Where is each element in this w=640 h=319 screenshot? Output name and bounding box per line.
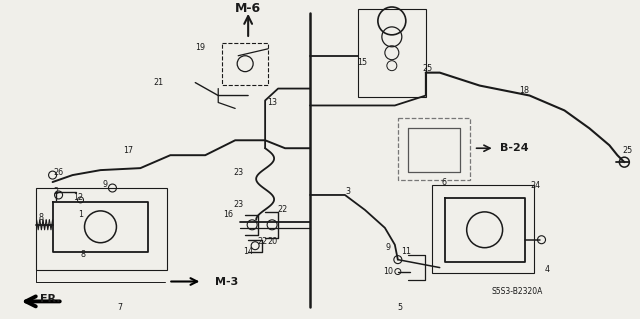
Text: 22: 22 bbox=[257, 237, 268, 246]
Text: 25: 25 bbox=[422, 64, 433, 73]
Text: 23: 23 bbox=[233, 167, 243, 177]
Text: 6: 6 bbox=[441, 178, 446, 187]
Text: 26: 26 bbox=[54, 167, 63, 177]
Text: 24: 24 bbox=[531, 181, 541, 189]
Text: 22: 22 bbox=[277, 205, 287, 214]
Bar bbox=[398, 118, 470, 180]
Text: 13: 13 bbox=[267, 98, 277, 107]
Bar bbox=[36, 188, 167, 270]
Text: 9: 9 bbox=[103, 180, 108, 189]
Text: 15: 15 bbox=[357, 58, 367, 67]
Text: 16: 16 bbox=[223, 210, 233, 219]
Text: 19: 19 bbox=[195, 43, 205, 52]
Text: B-24: B-24 bbox=[500, 143, 528, 153]
Text: 8: 8 bbox=[80, 250, 85, 259]
Text: 4: 4 bbox=[545, 265, 550, 274]
Text: M-3: M-3 bbox=[215, 277, 239, 286]
Text: M-6: M-6 bbox=[235, 3, 261, 16]
Text: 10: 10 bbox=[383, 267, 393, 276]
Text: 2: 2 bbox=[53, 188, 58, 197]
Text: 18: 18 bbox=[520, 86, 529, 95]
Text: 20: 20 bbox=[267, 237, 277, 246]
Text: 21: 21 bbox=[154, 78, 163, 87]
Bar bbox=[358, 9, 426, 97]
Text: 7: 7 bbox=[118, 303, 123, 312]
Text: 12: 12 bbox=[74, 193, 84, 203]
Text: 3: 3 bbox=[346, 188, 351, 197]
Text: 25: 25 bbox=[622, 146, 632, 155]
Text: 1: 1 bbox=[78, 210, 83, 219]
Text: 17: 17 bbox=[124, 146, 134, 155]
Text: 5: 5 bbox=[397, 303, 403, 312]
Text: 14: 14 bbox=[243, 247, 253, 256]
Text: 23: 23 bbox=[233, 200, 243, 209]
Text: 11: 11 bbox=[401, 247, 411, 256]
Text: S5S3-B2320A: S5S3-B2320A bbox=[492, 287, 543, 296]
Bar bbox=[432, 185, 534, 272]
Bar bbox=[222, 43, 268, 85]
Text: FR.: FR. bbox=[40, 294, 61, 304]
Text: 9: 9 bbox=[385, 243, 390, 252]
Text: 8: 8 bbox=[38, 213, 43, 222]
